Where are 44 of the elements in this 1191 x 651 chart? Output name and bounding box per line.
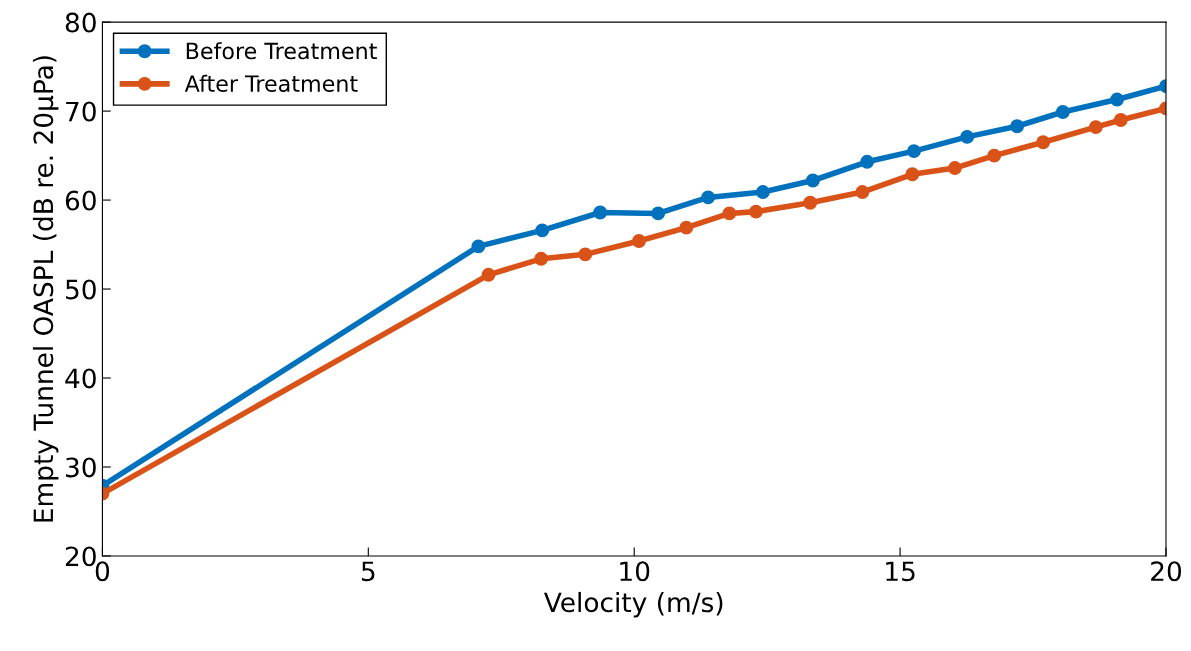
point bbox=[805, 173, 820, 188]
legend-label: After Treatment bbox=[184, 74, 358, 92]
legend-label: Before Treatment bbox=[186, 42, 377, 60]
point bbox=[860, 154, 875, 169]
point bbox=[593, 205, 608, 220]
point bbox=[803, 195, 818, 210]
x-tick-label: 10 bbox=[620, 561, 650, 582]
point bbox=[755, 185, 770, 200]
x-tick-label: 5 bbox=[361, 561, 375, 582]
x-tick-label: 20 bbox=[1151, 561, 1182, 582]
point bbox=[749, 204, 763, 219]
x-tick-label: 0 bbox=[95, 561, 110, 582]
point bbox=[905, 167, 920, 182]
point bbox=[651, 206, 666, 221]
point bbox=[1088, 120, 1103, 135]
point bbox=[1036, 135, 1051, 150]
x-axis-title: Velocity (m/s) bbox=[543, 591, 723, 618]
y-tick-label: 80 bbox=[65, 12, 96, 33]
y-tick-label: 20 bbox=[65, 546, 96, 567]
point bbox=[906, 144, 921, 159]
y-axis-title: Empty Tunnel OASPL (dB re. 20μPa) bbox=[32, 56, 59, 522]
point bbox=[632, 234, 646, 248]
point bbox=[947, 161, 962, 175]
point bbox=[481, 267, 496, 282]
point bbox=[1010, 119, 1025, 134]
point bbox=[534, 251, 549, 266]
x-tick-label: 15 bbox=[886, 561, 915, 582]
point bbox=[1113, 113, 1128, 127]
y-tick-label: 40 bbox=[65, 368, 96, 389]
point bbox=[679, 220, 694, 235]
point bbox=[701, 190, 716, 205]
point bbox=[987, 148, 1002, 163]
y-tick-label: 70 bbox=[66, 101, 96, 122]
y-tick-label: 50 bbox=[66, 279, 96, 300]
y-tick-label: 30 bbox=[66, 457, 96, 478]
point bbox=[471, 239, 486, 254]
point bbox=[1110, 92, 1125, 107]
y-tick-label: 60 bbox=[65, 190, 96, 211]
point bbox=[722, 206, 737, 221]
point bbox=[960, 129, 975, 144]
point bbox=[855, 185, 870, 200]
point bbox=[578, 247, 593, 262]
point bbox=[1055, 105, 1070, 119]
point bbox=[535, 223, 550, 238]
